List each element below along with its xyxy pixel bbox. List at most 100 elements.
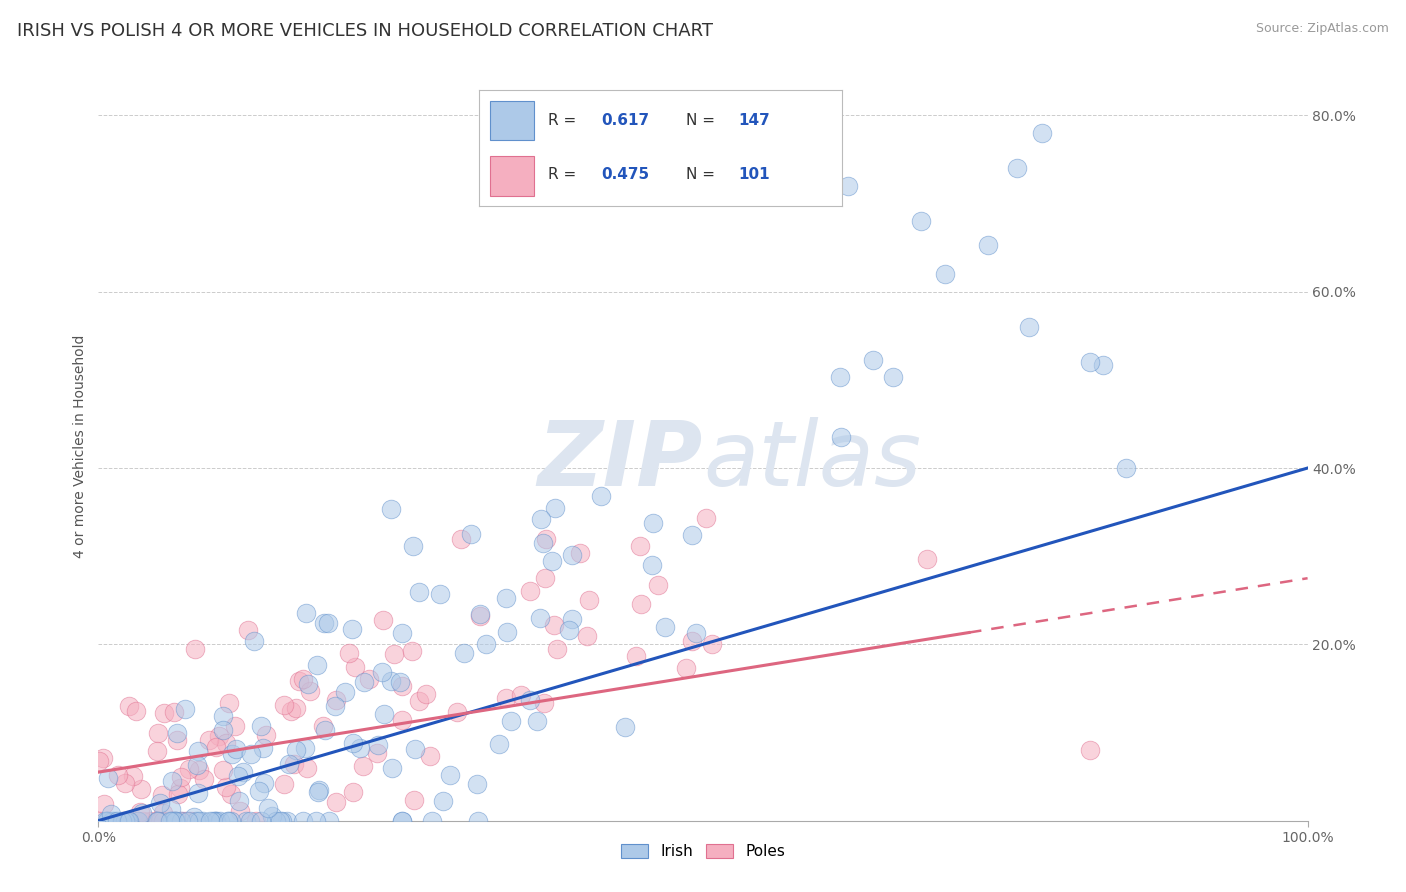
Point [249, 784, 271, 798]
Point [367, 738, 389, 752]
Point [139, 814, 162, 828]
Point [219, 787, 242, 801]
Point [700, 637, 723, 651]
Y-axis label: 4 or more Vehicles in Household: 4 or more Vehicles in Household [73, 334, 87, 558]
Point [208, 729, 231, 743]
Point [311, 719, 333, 733]
Point [224, 719, 246, 733]
Point [613, 720, 636, 734]
Point [114, 776, 136, 790]
Point [200, 814, 222, 828]
Point [165, 814, 187, 828]
Point [1091, 358, 1114, 372]
Point [695, 511, 717, 525]
Point [128, 805, 150, 820]
Point [391, 713, 413, 727]
Point [299, 683, 322, 698]
Point [238, 624, 260, 638]
Point [170, 814, 193, 828]
Point [103, 814, 125, 828]
Point [316, 615, 339, 630]
Point [170, 770, 193, 784]
Point [105, 814, 128, 828]
Point [561, 548, 583, 562]
Point [97, 771, 120, 785]
Point [146, 814, 169, 828]
Point [94, 814, 117, 828]
Point [626, 649, 648, 664]
Point [495, 690, 517, 705]
Point [526, 714, 548, 729]
Point [205, 814, 228, 828]
Point [152, 706, 174, 720]
Point [211, 709, 233, 723]
Point [115, 814, 138, 828]
Point [93, 797, 115, 811]
Point [117, 814, 139, 828]
Point [193, 772, 215, 787]
Point [148, 796, 170, 810]
Point [837, 178, 859, 193]
Point [685, 625, 707, 640]
Point [205, 814, 228, 828]
Point [174, 814, 197, 828]
Point [250, 814, 273, 828]
Point [284, 743, 307, 757]
Point [475, 637, 498, 651]
Point [117, 698, 139, 713]
Point [292, 814, 315, 828]
Point [183, 641, 205, 656]
Point [111, 814, 134, 828]
Point [145, 814, 167, 828]
Point [830, 430, 852, 444]
Point [519, 584, 541, 599]
Point [533, 571, 555, 585]
Point [349, 741, 371, 756]
Point [295, 761, 318, 775]
Point [232, 764, 254, 779]
Point [543, 618, 565, 632]
Point [96, 814, 118, 828]
Point [977, 238, 1000, 252]
Point [245, 814, 267, 828]
Point [380, 501, 402, 516]
Point [561, 612, 583, 626]
Point [450, 532, 472, 546]
Text: ZIP: ZIP [537, 417, 703, 505]
Point [243, 634, 266, 648]
Legend: Irish, Poles: Irish, Poles [614, 838, 792, 865]
Point [121, 769, 143, 783]
Point [675, 661, 697, 675]
Point [419, 749, 441, 764]
Point [568, 546, 591, 560]
Point [446, 705, 468, 719]
Point [276, 814, 298, 828]
Point [681, 633, 703, 648]
Point [180, 814, 202, 828]
Point [152, 814, 174, 828]
Point [146, 744, 169, 758]
Point [96, 814, 118, 828]
Point [578, 593, 600, 607]
Point [177, 763, 200, 777]
Point [467, 814, 489, 828]
Point [212, 723, 235, 737]
Point [131, 814, 153, 828]
Point [415, 687, 437, 701]
Point [357, 672, 380, 686]
Point [314, 723, 336, 738]
Point [219, 814, 242, 828]
Point [239, 814, 262, 828]
Point [391, 814, 413, 828]
Point [283, 756, 305, 771]
Point [177, 814, 200, 828]
Point [640, 558, 662, 572]
Point [643, 516, 665, 531]
Point [254, 727, 277, 741]
Point [269, 814, 291, 828]
Point [591, 489, 613, 503]
Point [325, 693, 347, 707]
Point [1078, 355, 1101, 369]
Point [165, 814, 187, 828]
Point [373, 706, 395, 721]
